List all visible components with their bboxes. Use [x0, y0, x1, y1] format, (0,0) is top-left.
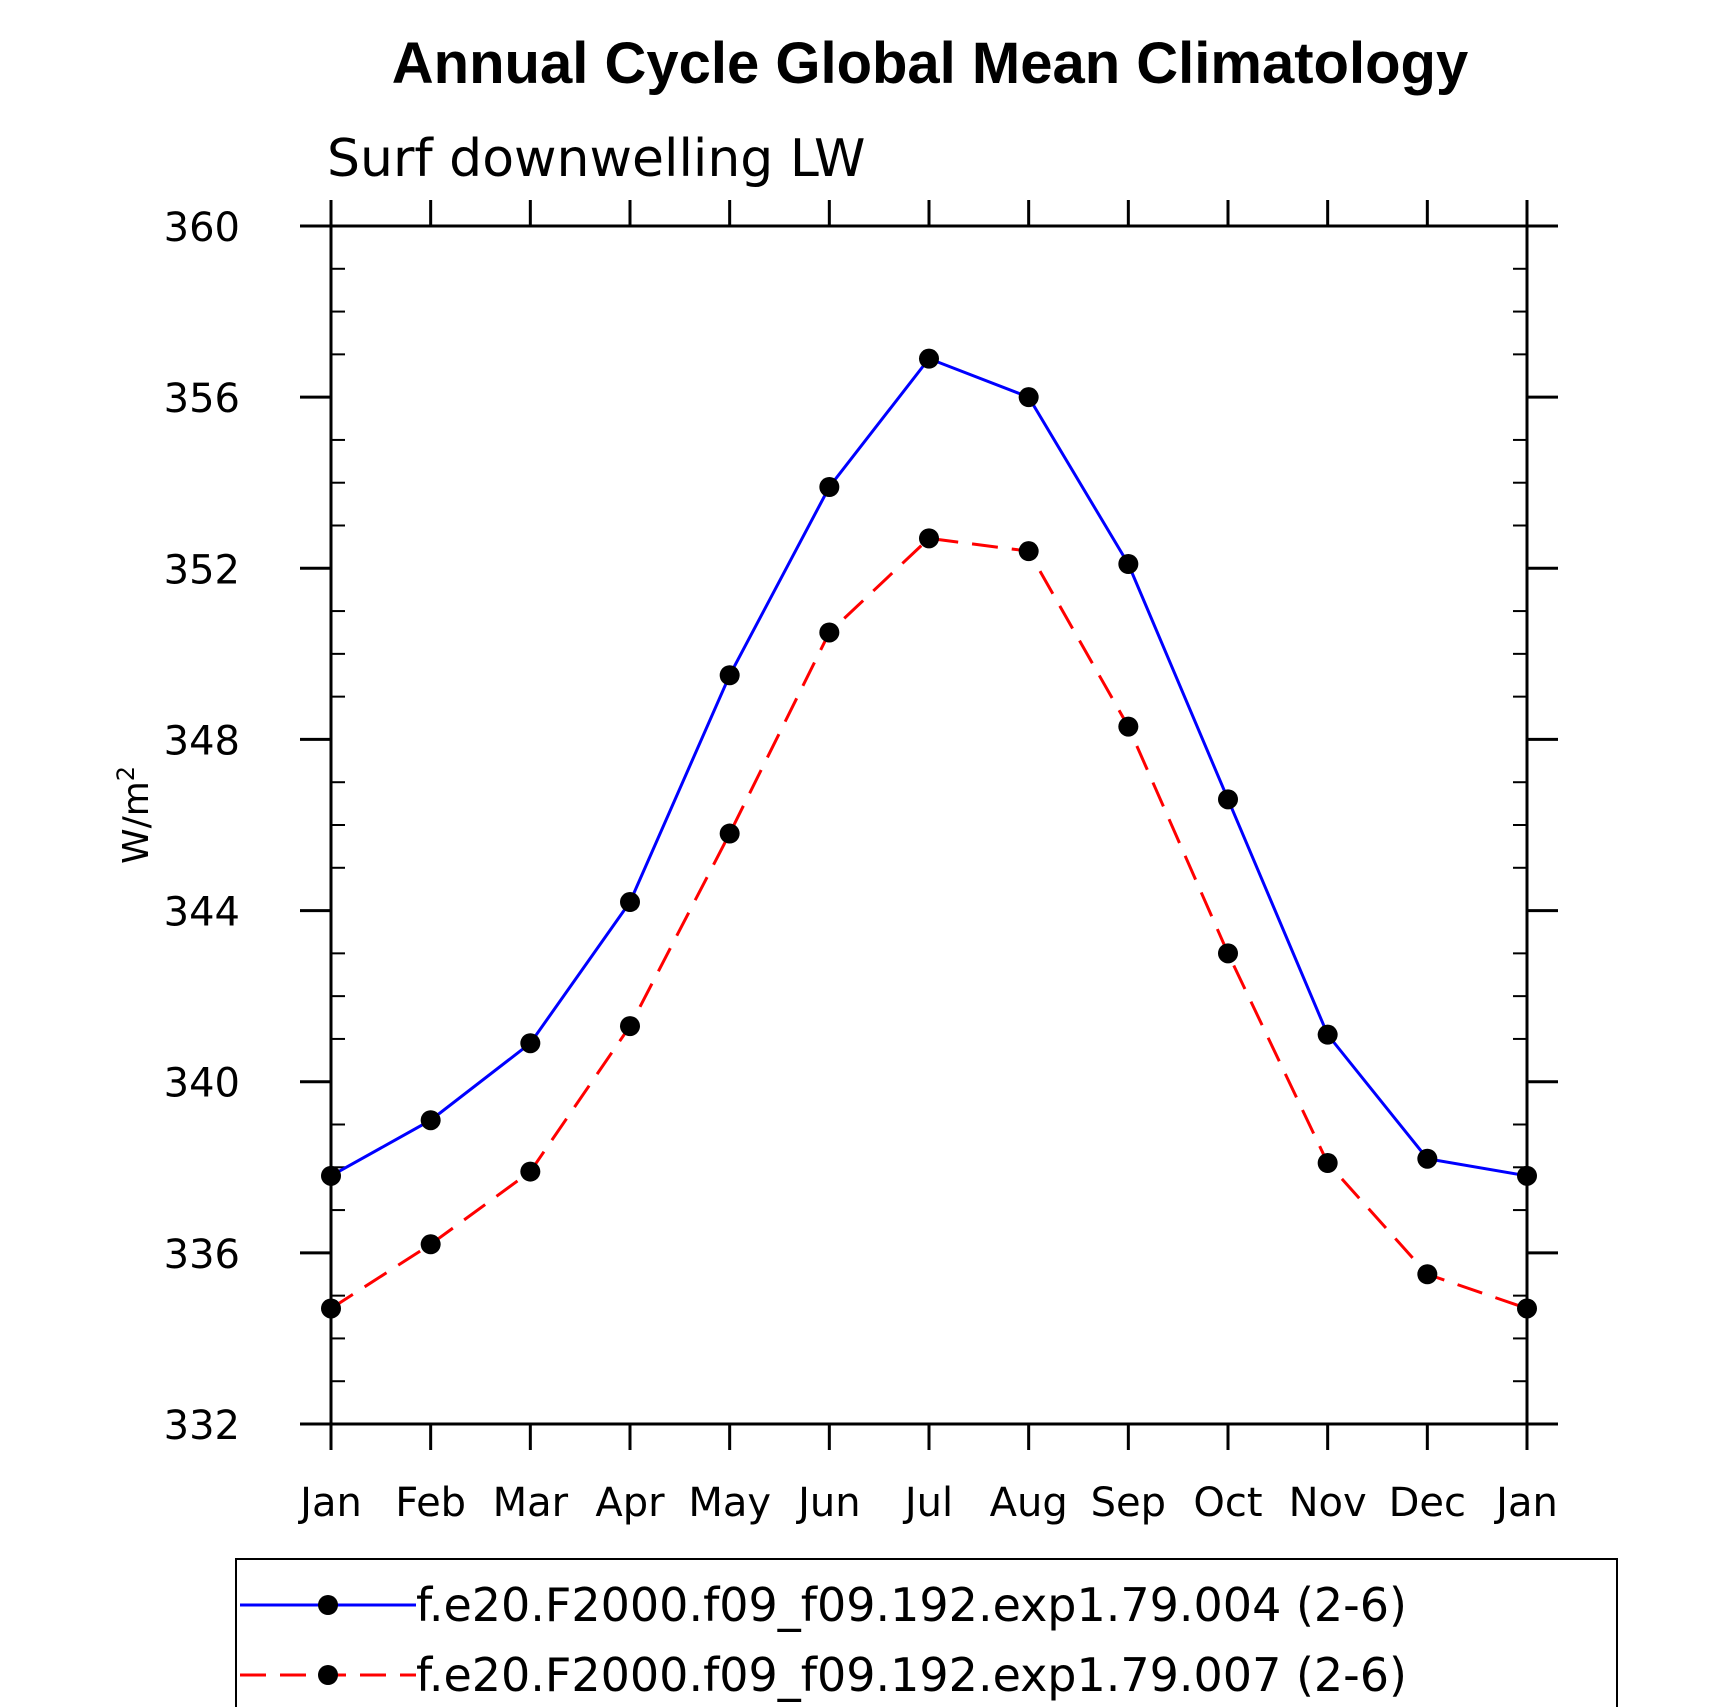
y-tick-label: 332: [164, 1403, 240, 1449]
y-tick-labels: 332 336 340 344 348 352 356 360: [164, 205, 240, 1449]
y-tick-label: 360: [164, 205, 240, 251]
series-1-point: [420, 1110, 441, 1131]
y-tick-label: 356: [164, 376, 240, 422]
svg-text:W/m2: W/m2: [112, 766, 157, 864]
series-2-point: [420, 1234, 441, 1255]
series-2-point: [1517, 1298, 1537, 1319]
y-tick-label: 352: [164, 547, 240, 593]
chart-title: Annual Cycle Global Mean Climatology: [392, 31, 1468, 96]
series-2-point: [719, 823, 740, 844]
x-tick-label: Jan: [1493, 1480, 1558, 1526]
legend: f.e20.F2000.f09_f09.192.exp1.79.004 (2-6…: [235, 1558, 1618, 1707]
series-2-point: [520, 1161, 541, 1182]
series-1-point: [620, 892, 640, 913]
x-tick-label: Jul: [902, 1480, 953, 1526]
series-2-point: [1317, 1153, 1338, 1174]
legend-marker-series-2: [318, 1665, 338, 1685]
legend-box: [235, 1558, 1618, 1707]
series-2-point: [620, 1016, 640, 1037]
series-1-point: [321, 1165, 341, 1186]
series-2-point: [1218, 943, 1238, 964]
legend-label-series-1: f.e20.F2000.f09_f09.192.exp1.79.004 (2-6…: [416, 1578, 1407, 1632]
x-tick-label: Dec: [1389, 1480, 1466, 1526]
series-1-point: [819, 476, 840, 497]
series-2-point: [321, 1298, 341, 1319]
x-tick-label: Jun: [795, 1480, 861, 1526]
series-1-point: [520, 1033, 541, 1054]
x-tick-label: Nov: [1289, 1480, 1367, 1526]
series-layer: [321, 348, 1537, 1319]
chart-subtitle: Surf downwelling LW: [327, 129, 865, 189]
series-2-point: [919, 528, 939, 549]
series-1-point: [1018, 387, 1039, 408]
series-1-point: [1218, 789, 1238, 810]
axis-ticks: [300, 200, 1558, 1450]
x-tick-label: May: [688, 1480, 771, 1526]
x-tick-label: Aug: [990, 1480, 1068, 1526]
series-2-point: [819, 622, 840, 643]
series-2-point: [1018, 541, 1039, 562]
x-tick-labels: Jan Feb Mar Apr May Jun Jul Aug Sep Oct Nov Dec Jan: [297, 1480, 1558, 1526]
plot-frame: [329, 224, 1529, 1426]
series-line-1: [330, 356, 1528, 1178]
legend-marker-series-1: [318, 1595, 338, 1615]
series-1-point: [719, 665, 740, 686]
x-tick-label: Sep: [1091, 1480, 1166, 1526]
series-1-point: [919, 348, 939, 369]
x-tick-label: Apr: [595, 1480, 665, 1526]
y-axis-label: W/m2: [112, 766, 157, 864]
x-tick-label: Feb: [395, 1480, 466, 1526]
x-tick-label: Mar: [493, 1480, 569, 1526]
series-1-point: [1517, 1165, 1537, 1186]
y-axis-label-text: W/m: [116, 781, 157, 864]
legend-label-series-2: f.e20.F2000.f09_f09.192.exp1.79.007 (2-6…: [416, 1648, 1407, 1702]
series-1-point: [1317, 1024, 1338, 1045]
series-1-point: [1417, 1148, 1438, 1169]
series-1-point: [1118, 554, 1139, 575]
x-tick-label: Oct: [1193, 1480, 1262, 1526]
y-tick-label: 348: [164, 718, 240, 764]
series-line-2: [330, 536, 1528, 1310]
x-tick-label: Jan: [297, 1480, 362, 1526]
y-tick-label: 336: [164, 1232, 240, 1278]
y-tick-label: 340: [164, 1061, 240, 1107]
y-tick-label: 344: [164, 890, 240, 936]
y-axis-label-superscript: 2: [112, 766, 140, 781]
series-2-point: [1118, 716, 1139, 737]
series-2-point: [1417, 1264, 1438, 1285]
